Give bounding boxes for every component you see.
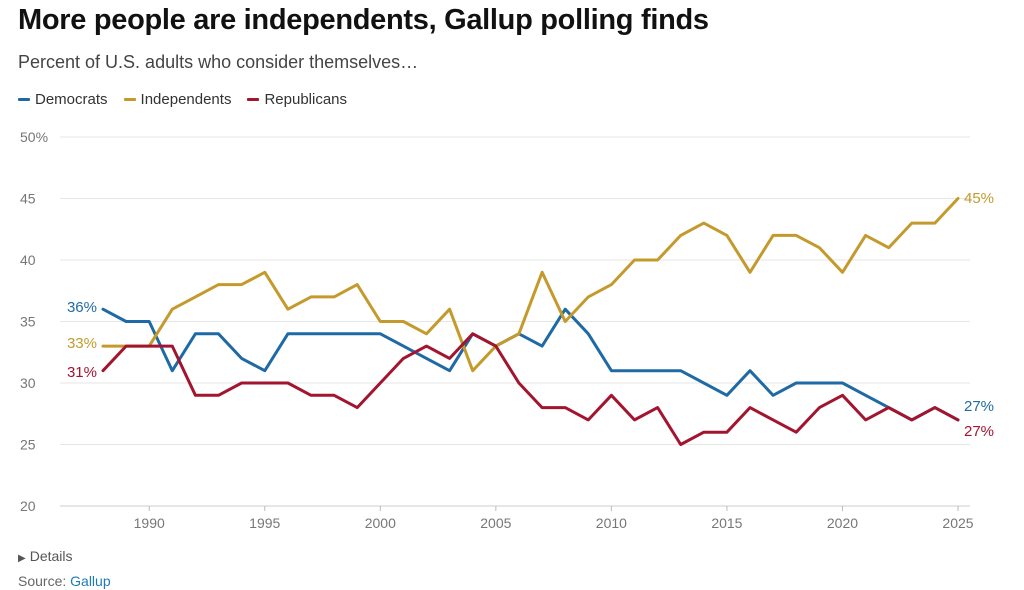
- source-line: Source: Gallup: [18, 573, 111, 589]
- legend-swatch-independents: [123, 98, 136, 101]
- source-label: Source:: [18, 573, 67, 589]
- start-label-republicans: 31%: [67, 364, 97, 381]
- legend-label-democrats: Democrats: [35, 91, 108, 108]
- start-label-independents: 33%: [67, 335, 97, 352]
- series-line-independents: [101, 197, 960, 373]
- details-toggle[interactable]: ▶ Details: [18, 548, 73, 564]
- y-tick-label: 45: [20, 191, 36, 207]
- details-label: Details: [29, 548, 73, 564]
- source-link[interactable]: Gallup: [70, 573, 111, 589]
- x-tick-label: 2025: [942, 515, 973, 531]
- y-tick-label: 25: [20, 437, 36, 453]
- x-tick-label: 1990: [134, 515, 165, 531]
- y-tick-label: 50%: [20, 129, 48, 145]
- x-tick-label: 1995: [249, 515, 280, 531]
- triangle-right-icon: ▶: [18, 553, 26, 564]
- legend: Democrats Independents Republicans: [18, 91, 347, 108]
- x-tick-label: 2000: [365, 515, 396, 531]
- legend-item-republicans: Republicans: [247, 91, 347, 108]
- chart-title: More people are independents, Gallup pol…: [18, 4, 709, 36]
- start-label-democrats: 36%: [67, 299, 97, 316]
- legend-swatch-democrats: [18, 98, 30, 101]
- end-label-democrats: 27%: [964, 398, 994, 415]
- x-tick-label: 2020: [827, 515, 858, 531]
- series-line-republicans: [101, 332, 960, 446]
- legend-item-independents: Independents: [123, 91, 232, 108]
- y-tick-label: 20: [20, 498, 36, 514]
- legend-label-republicans: Republicans: [264, 91, 348, 108]
- end-label-republicans: 27%: [964, 423, 994, 440]
- x-tick-label: 2005: [480, 515, 511, 531]
- x-tick-label: 2015: [711, 515, 742, 531]
- legend-swatch-republicans: [247, 98, 260, 101]
- end-label-independents: 45%: [964, 190, 994, 207]
- legend-label-independents: Independents: [140, 91, 232, 108]
- series-line-democrats: [101, 307, 960, 422]
- legend-item-democrats: Democrats: [18, 91, 108, 108]
- chart-subtitle: Percent of U.S. adults who consider them…: [18, 52, 419, 72]
- y-tick-label: 40: [20, 252, 36, 268]
- x-tick-label: 2010: [596, 515, 627, 531]
- y-tick-label: 30: [20, 375, 36, 391]
- y-tick-label: 35: [20, 314, 36, 330]
